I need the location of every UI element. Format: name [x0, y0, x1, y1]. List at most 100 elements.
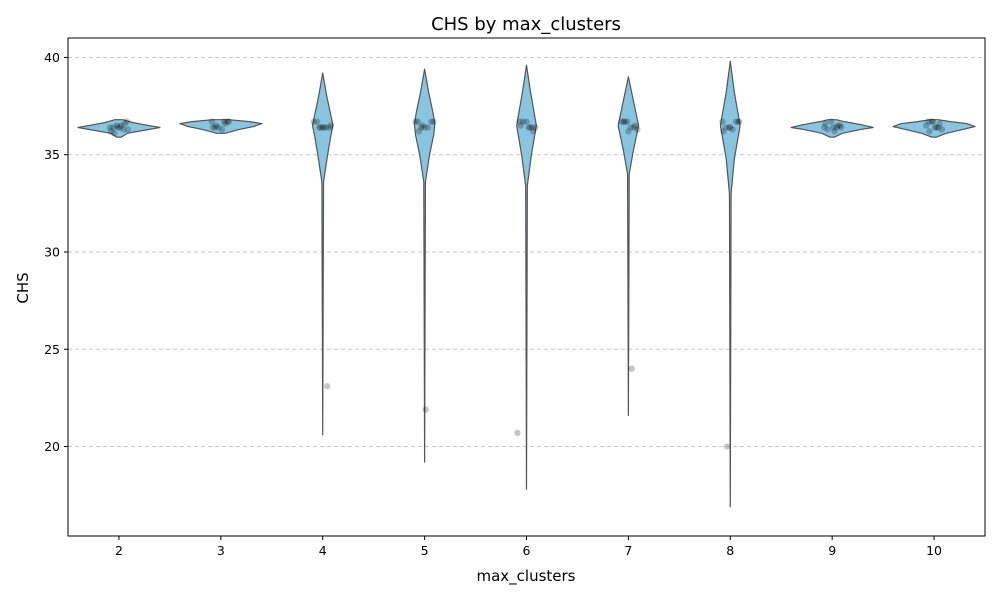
- data-point: [414, 118, 422, 125]
- x-tick-label: 8: [726, 543, 734, 558]
- y-tick-label: 30: [44, 244, 60, 259]
- data-point: [618, 118, 625, 125]
- data-point: [627, 124, 634, 131]
- violin-7: [617, 76, 640, 416]
- data-point: [727, 124, 734, 131]
- data-point: [933, 124, 940, 131]
- data-point: [110, 124, 117, 131]
- violin-4: [311, 72, 334, 436]
- data-point: [827, 118, 835, 125]
- data-point: [519, 118, 527, 125]
- data-point: [218, 126, 226, 133]
- data-point: [929, 118, 937, 125]
- data-point: [224, 118, 231, 125]
- violin-9: [790, 119, 874, 138]
- data-point: [837, 124, 845, 131]
- data-point: [725, 124, 733, 131]
- data-point: [212, 124, 219, 131]
- data-point: [117, 122, 125, 129]
- data-point: [514, 429, 521, 437]
- data-point: [113, 122, 120, 129]
- data-point: [215, 124, 222, 131]
- x-tick-label: 3: [217, 543, 225, 558]
- data-point: [326, 124, 333, 131]
- data-point: [625, 128, 632, 135]
- data-point: [412, 118, 419, 125]
- data-point: [631, 122, 639, 129]
- x-tick-label: 7: [624, 543, 632, 558]
- data-point: [925, 118, 932, 125]
- data-point: [221, 118, 228, 125]
- data-point: [734, 118, 742, 125]
- data-point: [824, 126, 831, 133]
- data-point: [523, 118, 530, 125]
- data-point: [121, 120, 128, 127]
- data-point: [418, 124, 425, 131]
- data-point: [316, 124, 323, 131]
- y-tick-label: 20: [44, 439, 60, 454]
- data-point: [320, 124, 328, 131]
- data-point: [424, 124, 432, 131]
- data-point: [114, 124, 122, 131]
- violin-5: [413, 68, 436, 463]
- data-point: [324, 383, 331, 390]
- data-point: [327, 122, 334, 129]
- data-point: [834, 122, 841, 129]
- data-point: [926, 128, 933, 135]
- x-axis-ticks: 2 3 4 5 6 7 8 9 10: [115, 536, 942, 558]
- y-tick-label: 40: [44, 50, 60, 65]
- data-point: [120, 126, 127, 133]
- violin-6: [516, 64, 537, 490]
- data-point: [722, 124, 729, 131]
- data-point: [719, 118, 726, 125]
- data-point: [931, 124, 939, 131]
- violin-2: [77, 119, 161, 138]
- y-axis-ticks: 20 25 30 35 40: [44, 50, 68, 454]
- data-point: [428, 118, 435, 125]
- data-point: [517, 122, 525, 129]
- data-point: [415, 128, 423, 135]
- data-point: [106, 124, 114, 131]
- data-point: [209, 124, 217, 131]
- data-point: [528, 124, 536, 131]
- data-point: [111, 130, 118, 137]
- data-point: [620, 118, 628, 125]
- data-point: [222, 120, 229, 127]
- data-point: [107, 128, 115, 135]
- chart-title: CHS by max_clusters: [431, 14, 621, 35]
- x-tick-label: 2: [115, 543, 123, 558]
- data-point: [630, 124, 638, 131]
- violin-8: [719, 60, 741, 508]
- data-point: [732, 118, 740, 125]
- data-point: [421, 124, 428, 131]
- violin-10: [892, 119, 976, 138]
- data-point: [419, 122, 426, 129]
- data-point: [935, 124, 942, 131]
- data-point: [634, 126, 641, 133]
- data-point: [621, 118, 629, 125]
- data-point: [313, 118, 321, 125]
- data-point: [723, 443, 731, 450]
- data-point: [319, 124, 326, 131]
- data-point: [430, 118, 437, 125]
- data-point: [928, 118, 936, 125]
- data-point: [208, 118, 216, 125]
- y-tick-label: 25: [44, 342, 60, 357]
- data-point: [830, 124, 837, 131]
- violins: [77, 60, 976, 508]
- data-point: [213, 122, 220, 129]
- y-axis-label: CHS: [14, 272, 32, 303]
- data-point: [310, 118, 317, 125]
- data-point: [624, 118, 631, 125]
- data-point: [317, 124, 324, 131]
- data-points: [106, 118, 946, 450]
- data-point: [822, 120, 829, 127]
- data-point: [532, 124, 539, 131]
- x-tick-label: 4: [319, 543, 327, 558]
- x-tick-label: 6: [523, 543, 531, 558]
- data-point: [628, 365, 635, 372]
- data-point: [116, 124, 124, 131]
- x-axis-label: max_clusters: [476, 567, 575, 586]
- data-point: [720, 128, 727, 135]
